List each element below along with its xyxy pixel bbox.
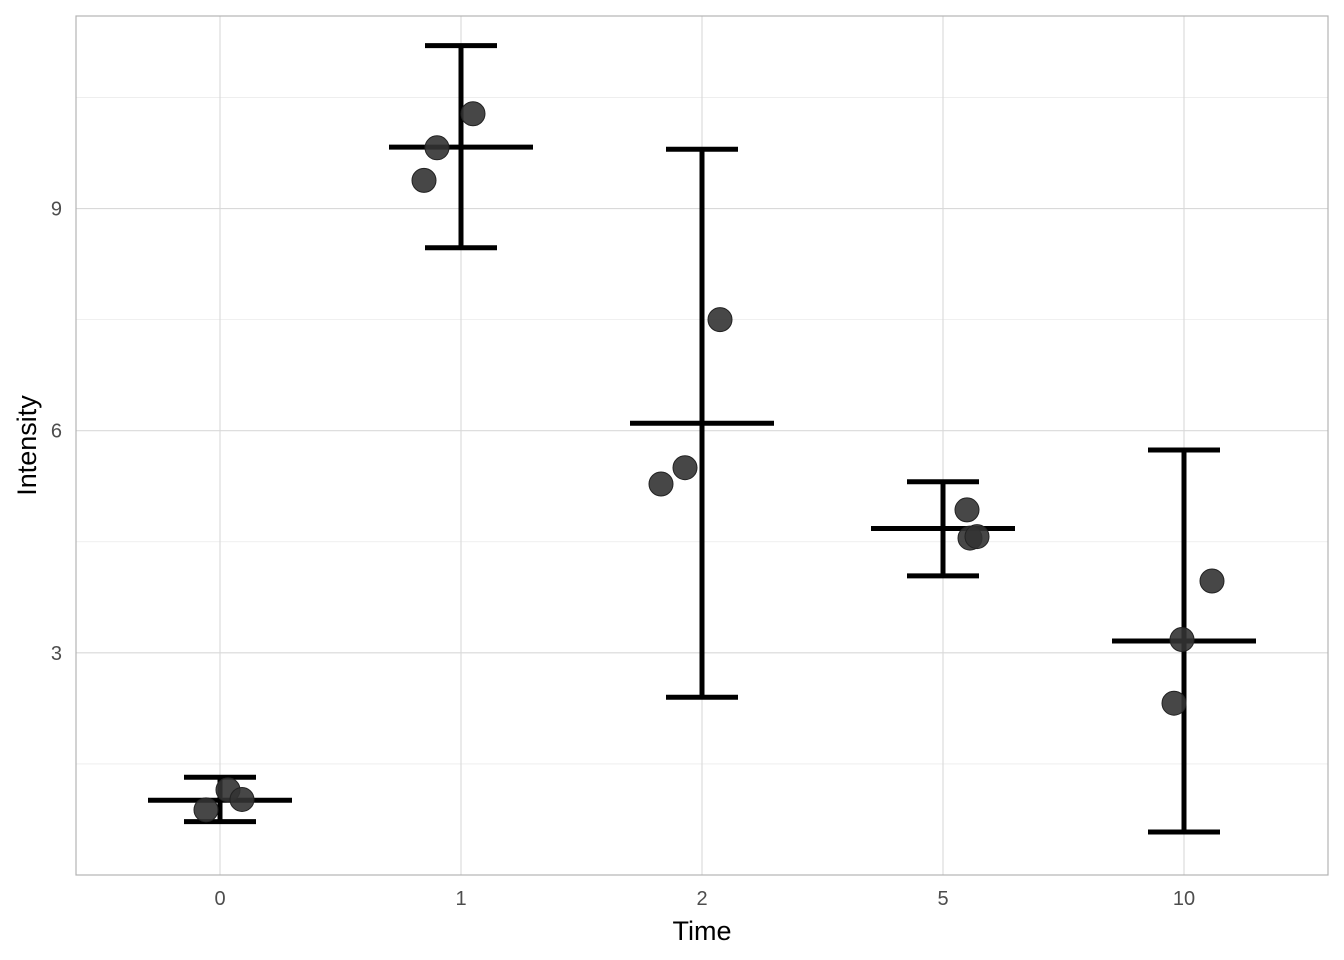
x-tick-label: 5 [937,888,948,910]
errorbar-1 [389,43,533,251]
errorbar-0 [148,774,292,825]
data-point [193,797,219,823]
data-point [672,455,698,481]
data-point [707,307,733,333]
errorbar-5 [871,479,1015,579]
data-point [1161,690,1187,716]
data-point [954,497,980,523]
data-point [460,101,486,127]
errorbar-2 [630,146,774,700]
x-tick-labels: 0 1 2 5 10 [214,888,1195,910]
y-tick-label: 6 [51,421,62,443]
y-tick-label: 9 [51,199,62,221]
panel-border [75,15,1329,876]
data-point [424,135,450,161]
data-points [193,101,1225,823]
data-point [411,167,437,193]
y-axis-title: Intensity [12,395,42,496]
data-point [648,471,674,497]
error-bars [148,43,1256,835]
y-tick-labels: 3 6 9 [51,199,62,665]
data-point [964,524,990,550]
x-tick-label: 2 [696,888,707,910]
data-point [1199,568,1225,594]
x-tick-label: 1 [455,888,466,910]
x-tick-label: 10 [1173,888,1195,910]
y-tick-label: 3 [51,643,62,665]
x-tick-label: 0 [214,888,225,910]
data-point [1169,627,1195,653]
data-point [229,786,255,812]
x-axis-title: Time [673,916,732,946]
